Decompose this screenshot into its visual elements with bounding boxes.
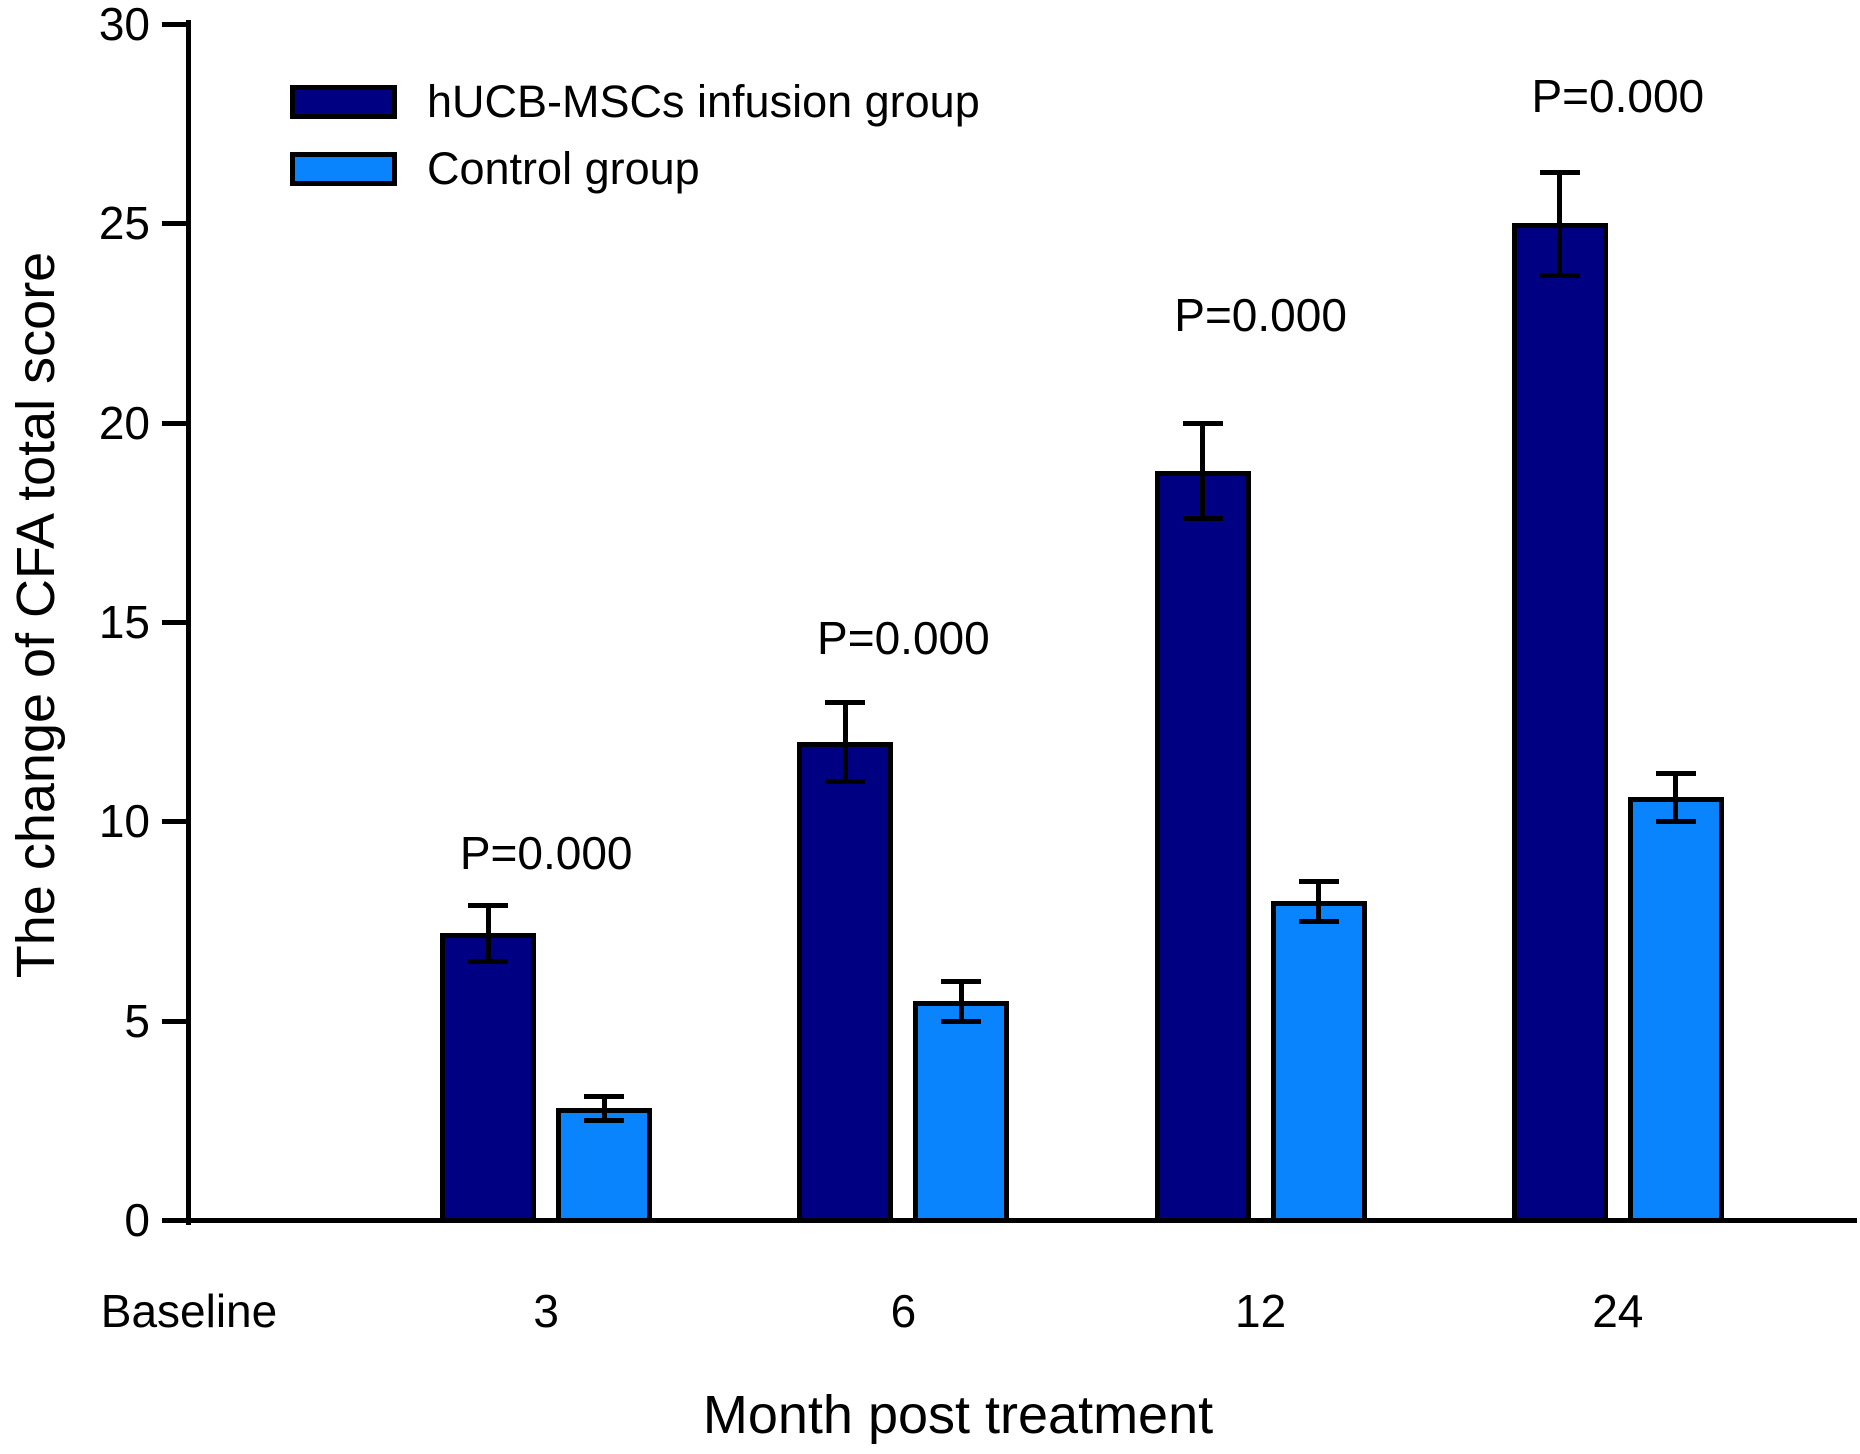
y-tick-mark <box>162 221 186 227</box>
legend: hUCB-MSCs infusion group Control group <box>290 79 980 213</box>
y-tick-mark <box>162 620 186 625</box>
error-bar-line <box>485 905 491 961</box>
y-tick-label: 10 <box>98 795 150 848</box>
y-tick-mark <box>162 1218 186 1223</box>
x-axis-line <box>186 1218 1857 1223</box>
x-axis-title: Month post treatment <box>702 1385 1214 1445</box>
y-tick-mark <box>162 1018 186 1024</box>
p-value-annotation: P=0.000 <box>1531 69 1705 122</box>
error-bar-line <box>1316 881 1322 921</box>
error-bar-line <box>1673 773 1679 822</box>
bar-control-3 <box>556 1108 653 1223</box>
error-bar-cap-top <box>825 699 866 705</box>
legend-swatch-infusion-group <box>290 84 397 119</box>
error-bar-cap-top <box>1298 879 1339 885</box>
error-bar-cap-bottom <box>584 1118 625 1124</box>
y-tick-mark <box>162 22 186 27</box>
legend-label-infusion-group: hUCB-MSCs infusion group <box>427 76 980 127</box>
x-category-label-6: 6 <box>890 1285 917 1337</box>
error-bar-cap-top <box>1182 420 1223 426</box>
legend-item-control-group: Control group <box>290 146 980 191</box>
legend-item-infusion-group: hUCB-MSCs infusion group <box>290 79 980 124</box>
bar-infusion-6 <box>797 741 894 1223</box>
error-bar-cap-top <box>941 978 982 984</box>
legend-swatch-control-group <box>290 151 397 186</box>
bar-control-24 <box>1627 797 1724 1223</box>
error-bar-line <box>1557 171 1563 276</box>
bar-infusion-12 <box>1154 470 1251 1223</box>
error-bar-line <box>842 701 848 782</box>
x-category-label-3: 3 <box>533 1285 559 1337</box>
error-bar-line <box>1200 422 1206 519</box>
error-bar-cap-bottom <box>941 1018 982 1024</box>
y-tick-label: 20 <box>98 396 150 449</box>
bar-control-12 <box>1270 901 1367 1223</box>
y-axis-line <box>186 20 191 1225</box>
error-bar-line <box>958 980 964 1021</box>
p-value-annotation: P=0.000 <box>817 611 990 664</box>
x-category-label-Baseline: Baseline <box>100 1285 278 1337</box>
error-bar-cap-bottom <box>1182 516 1223 522</box>
bar-infusion-3 <box>440 932 537 1223</box>
error-bar-cap-bottom <box>1655 819 1696 825</box>
y-tick-mark <box>162 819 186 825</box>
x-category-label-12: 12 <box>1235 1285 1287 1337</box>
bar-infusion-24 <box>1511 223 1608 1223</box>
y-tick-label: 25 <box>98 197 150 250</box>
y-tick-label: 5 <box>124 994 150 1047</box>
y-tick-mark <box>162 420 186 426</box>
legend-label-control-group: Control group <box>427 143 700 194</box>
error-bar-cap-top <box>584 1094 625 1100</box>
error-bar-cap-bottom <box>1539 273 1580 279</box>
y-tick-label: 15 <box>98 596 150 648</box>
y-tick-label: 30 <box>98 0 150 50</box>
error-bar-cap-top <box>1539 169 1580 175</box>
error-bar-cap-top <box>468 903 509 909</box>
p-value-annotation: P=0.000 <box>1174 289 1347 342</box>
error-bar-line <box>601 1096 607 1121</box>
p-value-annotation: P=0.000 <box>459 827 633 880</box>
bar-control-6 <box>913 1000 1010 1223</box>
y-tick-label: 0 <box>124 1194 150 1246</box>
x-category-label-24: 24 <box>1592 1285 1644 1337</box>
error-bar-cap-top <box>1655 771 1696 777</box>
error-bar-cap-bottom <box>825 779 866 785</box>
error-bar-cap-bottom <box>1298 919 1339 924</box>
error-bar-cap-bottom <box>468 958 509 964</box>
